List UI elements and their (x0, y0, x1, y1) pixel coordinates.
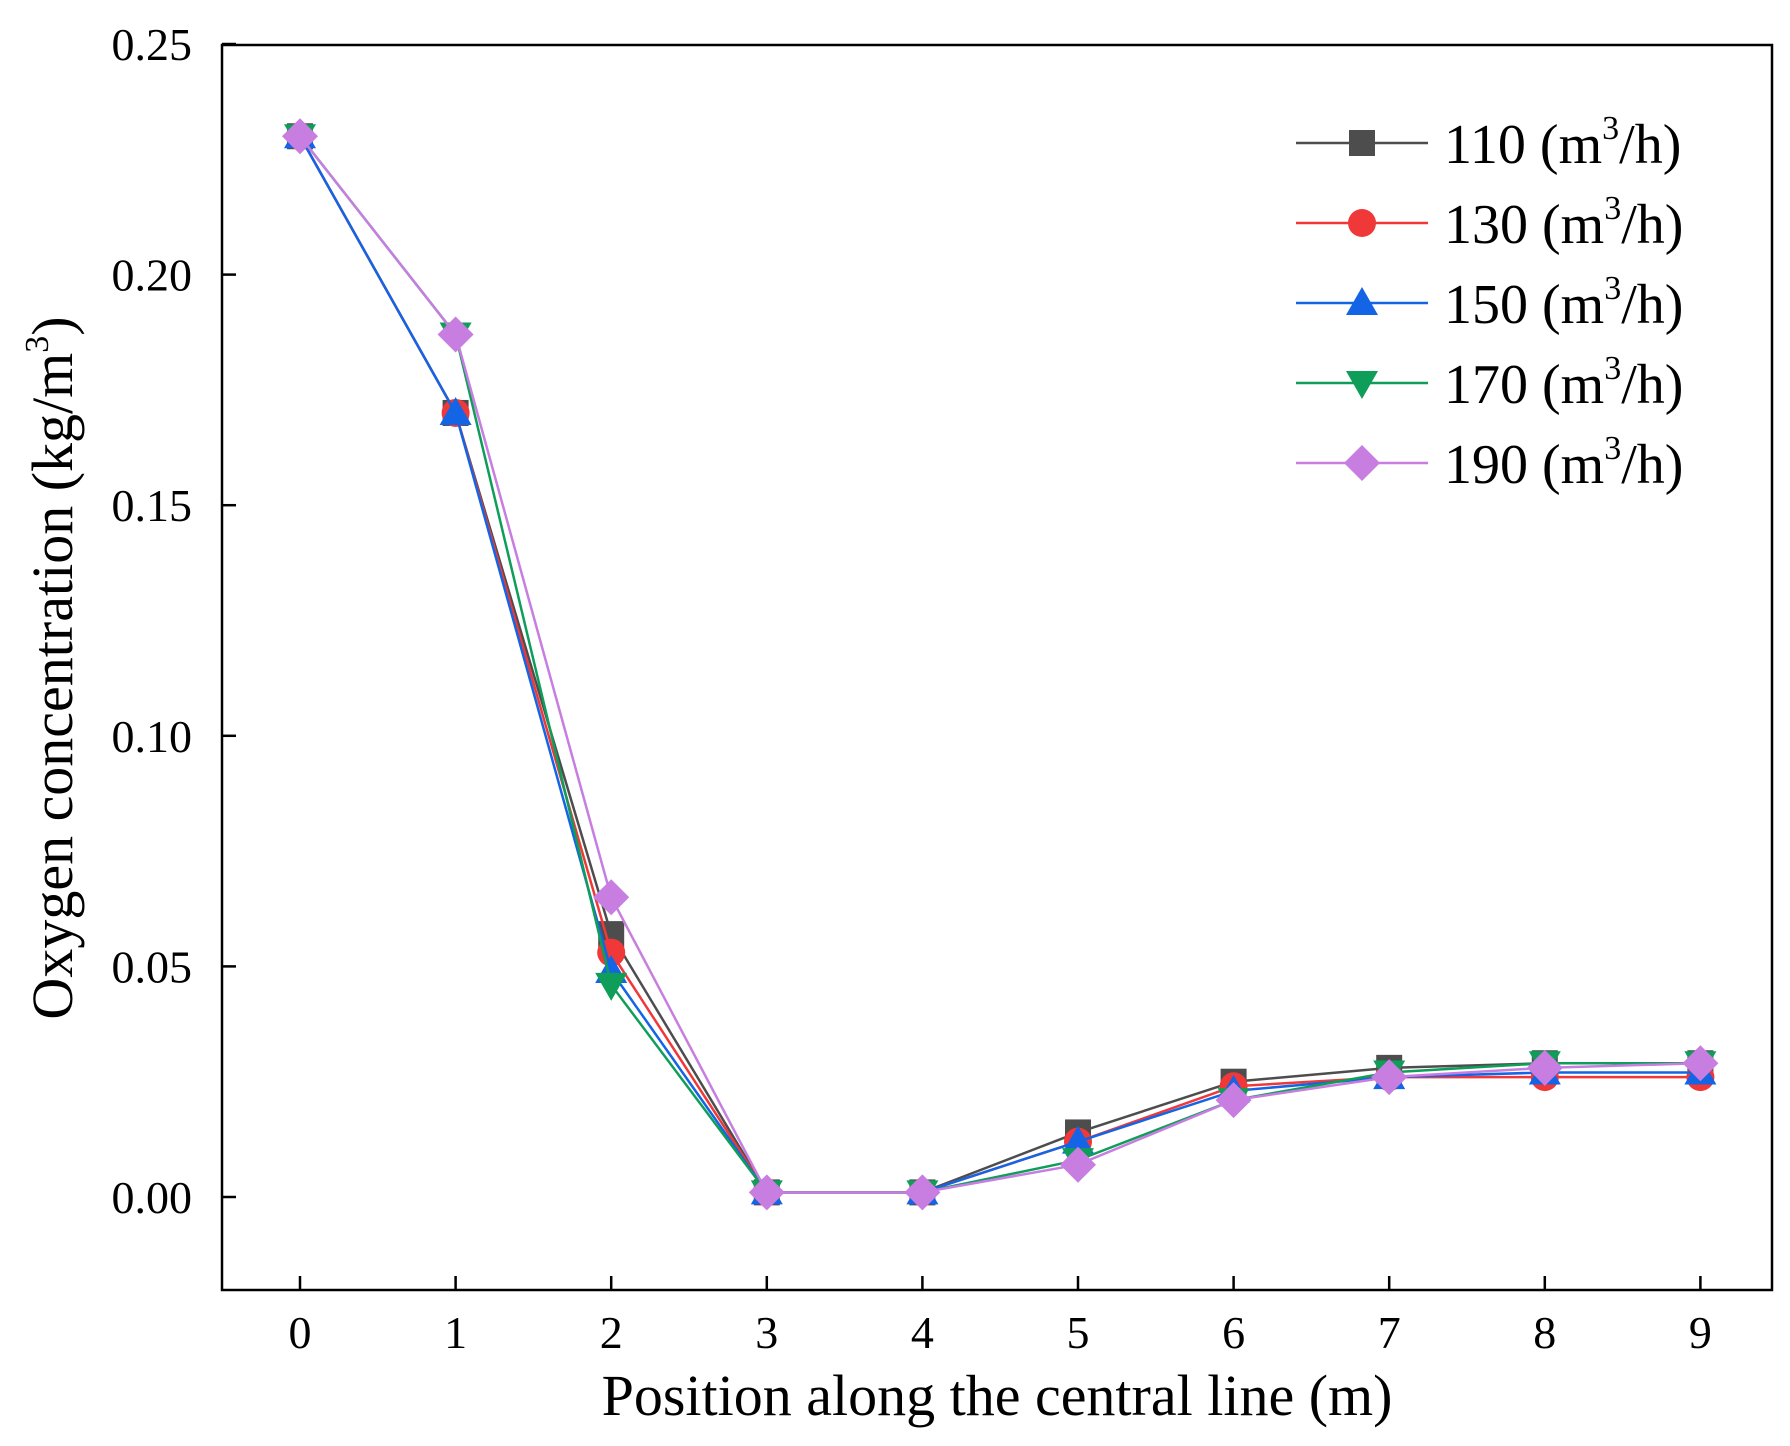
legend-marker (1346, 287, 1378, 315)
data-point (1682, 1045, 1719, 1082)
x-tick-label: 7 (1378, 1307, 1401, 1358)
x-tick-label: 5 (1067, 1307, 1090, 1358)
x-tick-label: 9 (1689, 1307, 1712, 1358)
svg-text:Oxygen concentration (kg/m3): Oxygen concentration (kg/m3) (19, 316, 85, 1019)
legend-item: 170 (m3/h) (1296, 350, 1683, 416)
y-tick-label: 0.15 (112, 480, 193, 531)
x-tick-label: 6 (1222, 1307, 1245, 1358)
legend-item: 110 (m3/h) (1296, 110, 1681, 176)
x-tick-label: 3 (755, 1307, 778, 1358)
y-tick-label: 0.10 (112, 711, 193, 762)
series-line (298, 135, 1701, 1194)
series-line (298, 135, 1701, 1194)
data-point (1060, 1146, 1096, 1183)
data-point (904, 1174, 941, 1211)
y-axis-title: Oxygen concentration (kg/m3) (19, 316, 85, 1019)
legend-marker (1349, 130, 1375, 156)
legend-label: 170 (m3/h) (1444, 350, 1683, 416)
data-point (437, 316, 474, 353)
y-axis: 0.00 0.05 0.10 0.15 0.20 0.25 (112, 19, 236, 1223)
y-tick-label: 0.20 (112, 250, 193, 301)
legend-item: 190 (m3/h) (1296, 430, 1683, 496)
plot-frame (220, 43, 1774, 1292)
y-axis-title-sup: 3 (19, 336, 56, 353)
legend-label: 190 (m3/h) (1444, 430, 1683, 496)
x-tick-label: 2 (600, 1307, 623, 1358)
x-tick-label: 8 (1533, 1307, 1556, 1358)
x-tick-label: 1 (444, 1307, 467, 1358)
y-axis-title-close: ) (20, 316, 85, 335)
legend-label: 150 (m3/h) (1444, 270, 1683, 336)
x-axis-title: Position along the central line (m) (602, 1363, 1393, 1428)
data-point (1215, 1082, 1252, 1119)
legend-marker (1348, 209, 1376, 237)
x-tick-label: 0 (289, 1307, 312, 1358)
y-tick-label: 0.00 (112, 1172, 193, 1223)
legend-marker (1346, 371, 1378, 399)
legend-label: 110 (m3/h) (1444, 110, 1681, 176)
data-point (593, 879, 630, 916)
data-point (748, 1174, 785, 1211)
x-axis: 0 1 2 3 4 5 6 7 8 9 (289, 1276, 1712, 1358)
y-tick-label: 0.25 (112, 19, 193, 70)
series-line (299, 135, 1701, 1194)
legend-label: 130 (m3/h) (1444, 190, 1683, 256)
y-tick-label: 0.05 (112, 941, 193, 992)
series-4 (282, 118, 1719, 1211)
legend-item: 150 (m3/h) (1296, 270, 1683, 336)
data-point (439, 396, 472, 425)
data-point (595, 972, 628, 1001)
data-point (1371, 1059, 1408, 1096)
x-tick-label: 4 (911, 1307, 934, 1358)
data-point (282, 118, 318, 155)
legend-marker (1344, 445, 1380, 481)
y-axis-title-main: Oxygen concentration (kg/m (20, 353, 85, 1020)
data-point (1526, 1049, 1563, 1086)
series-line (299, 135, 1701, 1194)
legend: 110 (m3/h) 130 (m3/h) 150 (m3/h) 170 (m3/h)… (1296, 110, 1683, 496)
legend-item: 130 (m3/h) (1296, 190, 1683, 256)
series-layer (282, 118, 1719, 1211)
data-point (1062, 1125, 1094, 1154)
